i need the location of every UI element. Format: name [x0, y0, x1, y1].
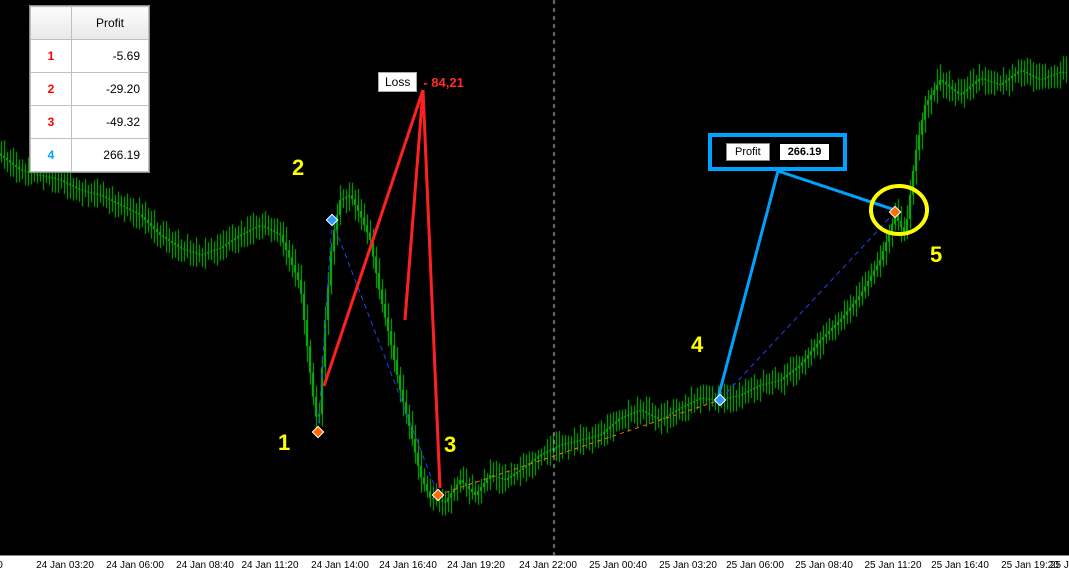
xaxis-tick: 25 Jan 08:40: [795, 560, 853, 571]
profit-callout-value: 266.19: [780, 144, 830, 160]
xaxis-tick: 0: [0, 560, 3, 571]
row-value: 266.19: [72, 139, 149, 172]
xaxis-tick: 25 Jan: [1050, 560, 1069, 571]
profit-callout-label: Profit: [726, 143, 770, 161]
time-axis: 0 24 Jan 03:20 24 Jan 06:00 24 Jan 08:40 24 …: [0, 555, 1069, 580]
candlestick-layer: [0, 0, 1069, 555]
profit-table: Profit 1-5.692-29.203-49.324266.19: [30, 6, 149, 172]
xaxis-tick: 25 Jan 03:20: [659, 560, 717, 571]
xaxis-tick: 24 Jan 11:20: [241, 560, 298, 571]
xaxis-tick: 25 Jan 11:20: [864, 560, 921, 571]
xaxis-tick: 24 Jan 22:00: [519, 560, 577, 571]
price-chart: [0, 0, 1069, 555]
row-index: 1: [31, 40, 72, 73]
xaxis-tick: 24 Jan 16:40: [379, 560, 437, 571]
xaxis-tick: 24 Jan 19:20: [447, 560, 505, 571]
xaxis-tick: 25 Jan 16:40: [931, 560, 989, 571]
xaxis-tick: 24 Jan 08:40: [176, 560, 234, 571]
profit-table-header-blank: [31, 7, 72, 40]
loss-callout: Loss - 84,21: [378, 72, 464, 92]
profit-callout: Profit 266.19: [708, 133, 847, 171]
row-value: -5.69: [72, 40, 149, 73]
xaxis-tick: 24 Jan 06:00: [106, 560, 164, 571]
loss-label: Loss: [378, 72, 417, 92]
row-value: -29.20: [72, 73, 149, 106]
xaxis-tick: 24 Jan 03:20: [36, 560, 94, 571]
row-index: 3: [31, 106, 72, 139]
table-row: 1-5.69: [31, 40, 149, 73]
row-value: -49.32: [72, 106, 149, 139]
xaxis-tick: 25 Jan 06:00: [726, 560, 784, 571]
profit-table-header: Profit: [72, 7, 149, 40]
xaxis-tick: 25 Jan 00:40: [589, 560, 647, 571]
xaxis-tick: 24 Jan 14:00: [311, 560, 369, 571]
table-row: 3-49.32: [31, 106, 149, 139]
table-row: 2-29.20: [31, 73, 149, 106]
row-index: 4: [31, 139, 72, 172]
row-index: 2: [31, 73, 72, 106]
loss-value: - 84,21: [423, 75, 463, 90]
table-row: 4266.19: [31, 139, 149, 172]
